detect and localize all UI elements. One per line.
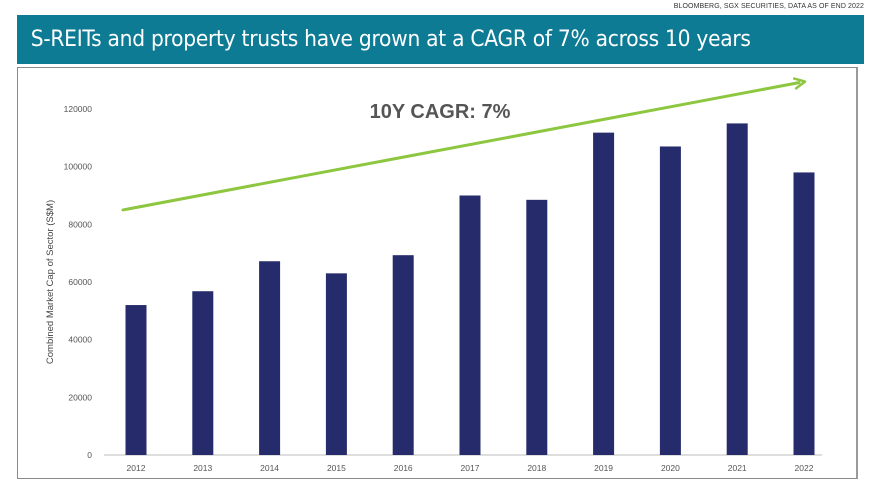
bar-2021 — [726, 123, 748, 456]
bar-2019 — [593, 132, 615, 456]
bar-2013 — [192, 291, 214, 455]
y-tick-label: 120000 — [64, 104, 93, 114]
trend-arrow-line — [121, 81, 801, 212]
bars — [125, 123, 815, 456]
cagr-annotation: 10Y CAGR: 7% — [370, 101, 511, 123]
y-tick-label: 40000 — [68, 335, 92, 345]
source-note: BLOOMBERG, SGX SECURITIES, DATA AS OF EN… — [673, 3, 864, 10]
y-tick-label: 0 — [87, 450, 92, 460]
x-tick-label: 2017 — [461, 463, 480, 473]
bar-2018 — [526, 199, 548, 455]
y-axis: 0 20000 40000 60000 80000 100000 120000 Combine… — [45, 104, 92, 460]
chart-title: S-REITs and property trusts have grown a… — [30, 27, 751, 52]
bar-2015 — [325, 273, 347, 455]
title-banner: S-REITs and property trusts have grown a… — [17, 15, 864, 64]
bar-2016 — [392, 255, 414, 455]
y-axis-title: Combined Market Cap of Sector (S$M) — [45, 200, 56, 364]
chart-frame — [17, 67, 858, 479]
y-tick-label: 60000 — [68, 277, 92, 287]
x-tick-label: 2012 — [127, 463, 146, 473]
annotations: 10Y CAGR: 7% — [121, 77, 807, 212]
bar-2022 — [793, 172, 815, 455]
x-tick-label: 2016 — [394, 463, 413, 473]
y-tick-label: 20000 — [68, 392, 92, 402]
x-tick-label: 2014 — [260, 463, 279, 473]
x-tick-label: 2018 — [527, 463, 546, 473]
bar-2017 — [459, 195, 481, 455]
x-tick-label: 2013 — [193, 463, 212, 473]
trend-arrow-head-icon — [792, 77, 807, 90]
x-tick-label: 2022 — [795, 463, 814, 473]
y-tick-label: 80000 — [68, 219, 92, 229]
x-tick-label: 2019 — [594, 463, 613, 473]
y-tick-label: 100000 — [64, 162, 93, 172]
bar-2014 — [259, 261, 281, 455]
bar-2020 — [659, 146, 681, 455]
bar-2012 — [125, 305, 147, 455]
x-tick-label: 2021 — [728, 463, 747, 473]
x-axis: 2012 2013 2014 2015 2016 2017 2018 2019 2020 2021… — [104, 454, 822, 473]
x-tick-label: 2015 — [327, 463, 346, 473]
x-tick-label: 2020 — [661, 463, 680, 473]
